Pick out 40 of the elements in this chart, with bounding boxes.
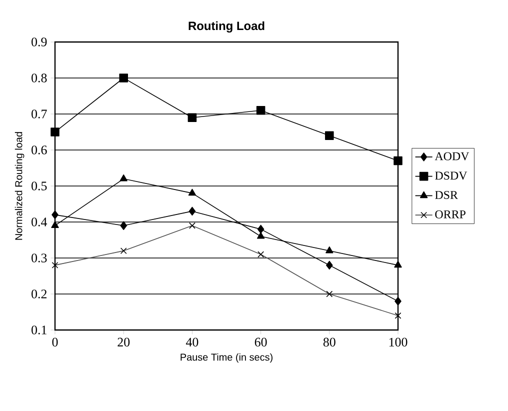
point	[326, 260, 333, 270]
y-tick-label: 0.6	[32, 146, 47, 154]
x-tick-label: 20	[118, 338, 130, 347]
y-tick-label: 0.8	[32, 74, 47, 82]
chart-title: Routing Load	[188, 21, 264, 32]
point	[325, 131, 334, 140]
y-tick-label: 0.1	[32, 326, 46, 334]
y-tick-label: 0.4	[32, 218, 48, 226]
y-tick-label: 0.3	[32, 254, 47, 262]
legend-label: DSDV	[435, 172, 468, 180]
point	[188, 188, 196, 196]
point	[51, 221, 59, 228]
x-tick-label: 80	[323, 338, 336, 347]
legend-label: AODV	[434, 152, 470, 160]
point	[50, 128, 60, 136]
point	[256, 232, 265, 239]
x-tick-label: 60	[254, 338, 267, 347]
x-tick-label: 40	[186, 338, 198, 347]
point	[120, 174, 128, 182]
y-axis-title: Normalized Routing load	[14, 132, 24, 240]
point	[188, 113, 197, 122]
point	[394, 296, 402, 306]
y-tick-label: 0.5	[32, 182, 47, 190]
point	[188, 206, 196, 216]
point	[256, 106, 266, 115]
y-tick-label: 0.7	[32, 110, 47, 118]
y-tick-label: 0.2	[32, 290, 47, 298]
y-tick-label: 0.9	[32, 38, 47, 46]
x-tick-label: 100	[389, 338, 408, 347]
point	[119, 74, 128, 82]
point	[257, 224, 264, 234]
point	[52, 210, 58, 220]
legend-label: ORRP	[435, 210, 466, 218]
point	[394, 260, 402, 268]
legend-label: DSR	[435, 190, 458, 200]
x-axis-title: Pause Time (in secs)	[180, 353, 272, 363]
x-tick-label: 0	[52, 338, 58, 347]
point	[394, 156, 402, 166]
point	[120, 221, 127, 230]
point	[326, 246, 334, 254]
